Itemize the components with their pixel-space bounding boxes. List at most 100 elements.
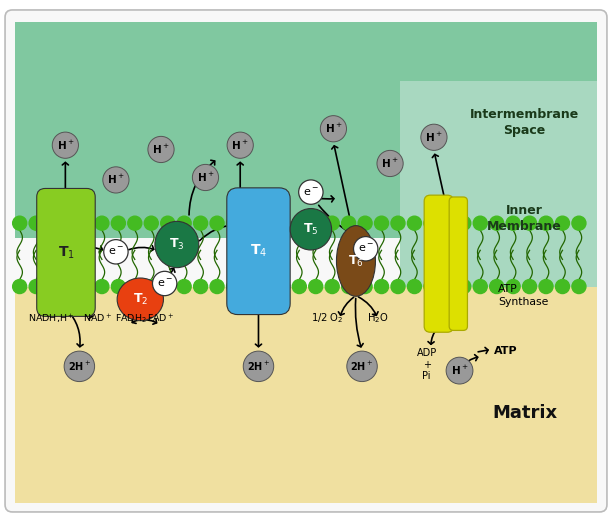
Circle shape [325, 279, 339, 294]
Circle shape [421, 124, 447, 150]
Text: e$^-$: e$^-$ [357, 243, 374, 254]
Text: T$_2$: T$_2$ [133, 292, 148, 307]
Ellipse shape [117, 278, 163, 320]
Text: FADH$_2$: FADH$_2$ [114, 313, 146, 325]
Text: H$^+$: H$^+$ [152, 143, 170, 156]
Text: H$^+$: H$^+$ [425, 131, 442, 144]
Circle shape [377, 150, 403, 176]
Ellipse shape [155, 221, 199, 268]
Circle shape [440, 216, 454, 230]
Circle shape [192, 164, 218, 191]
Circle shape [45, 279, 59, 294]
Text: e$^-$: e$^-$ [157, 278, 173, 289]
Circle shape [193, 279, 207, 294]
Circle shape [308, 216, 323, 230]
Circle shape [210, 279, 224, 294]
Circle shape [13, 279, 27, 294]
Circle shape [341, 216, 356, 230]
Circle shape [161, 279, 174, 294]
Text: T$_1$: T$_1$ [58, 244, 75, 261]
Circle shape [408, 216, 422, 230]
Circle shape [177, 216, 191, 230]
Circle shape [45, 216, 59, 230]
Circle shape [148, 136, 174, 163]
Circle shape [457, 216, 471, 230]
Text: e$^-$: e$^-$ [108, 246, 124, 257]
Circle shape [95, 216, 109, 230]
Circle shape [64, 351, 95, 382]
Text: ATP
Synthase: ATP Synthase [498, 285, 548, 307]
Text: T$_5$: T$_5$ [303, 222, 319, 237]
Circle shape [375, 216, 389, 230]
Circle shape [226, 216, 241, 230]
Text: H$^+$: H$^+$ [56, 139, 74, 152]
FancyBboxPatch shape [5, 10, 607, 512]
Circle shape [128, 279, 142, 294]
Circle shape [556, 279, 570, 294]
Circle shape [440, 279, 454, 294]
FancyBboxPatch shape [424, 195, 453, 332]
Circle shape [408, 279, 422, 294]
Circle shape [325, 216, 339, 230]
Text: ATP: ATP [494, 345, 517, 355]
Text: H$^+$: H$^+$ [196, 171, 214, 184]
Circle shape [341, 279, 356, 294]
Circle shape [556, 216, 570, 230]
Circle shape [276, 216, 290, 230]
FancyBboxPatch shape [37, 188, 95, 316]
Circle shape [375, 279, 389, 294]
Circle shape [144, 216, 159, 230]
Text: ADP
+
Pi: ADP + Pi [417, 348, 437, 381]
Circle shape [539, 216, 553, 230]
Circle shape [78, 279, 92, 294]
Circle shape [177, 279, 191, 294]
Circle shape [473, 216, 487, 230]
Circle shape [293, 279, 306, 294]
Circle shape [457, 279, 471, 294]
Text: 1/2 O$_2$: 1/2 O$_2$ [311, 312, 343, 325]
Circle shape [161, 216, 174, 230]
Circle shape [104, 240, 128, 264]
Circle shape [243, 351, 274, 382]
Text: H$^+$: H$^+$ [451, 364, 468, 377]
Ellipse shape [337, 225, 375, 296]
Text: H$^+$: H$^+$ [107, 173, 125, 186]
Circle shape [62, 279, 76, 294]
Circle shape [490, 216, 504, 230]
Circle shape [490, 279, 504, 294]
Circle shape [52, 132, 78, 158]
Circle shape [62, 216, 76, 230]
Circle shape [259, 279, 274, 294]
Circle shape [358, 216, 372, 230]
FancyBboxPatch shape [449, 197, 468, 331]
Circle shape [506, 216, 520, 230]
Circle shape [276, 279, 290, 294]
Circle shape [424, 216, 438, 230]
Circle shape [473, 279, 487, 294]
Text: Inner
Membrane: Inner Membrane [487, 204, 561, 233]
Circle shape [358, 279, 372, 294]
Circle shape [128, 216, 142, 230]
Text: H$^+$: H$^+$ [324, 122, 342, 135]
Text: 2H$^+$: 2H$^+$ [351, 360, 374, 373]
Circle shape [103, 167, 129, 193]
Circle shape [193, 216, 207, 230]
Text: H$_2$O: H$_2$O [367, 312, 389, 325]
Text: T$_6$: T$_6$ [348, 253, 364, 269]
Text: H$^+$: H$^+$ [381, 157, 399, 170]
Text: Intermembrane
Space: Intermembrane Space [469, 108, 579, 137]
Text: NADH,H$^+$: NADH,H$^+$ [28, 313, 75, 326]
Circle shape [111, 279, 125, 294]
Circle shape [152, 271, 177, 296]
Circle shape [243, 216, 257, 230]
Circle shape [391, 279, 405, 294]
Text: NAD$^+$: NAD$^+$ [83, 313, 112, 325]
Circle shape [347, 351, 377, 382]
Circle shape [293, 216, 306, 230]
Text: Matrix: Matrix [493, 404, 558, 422]
Circle shape [572, 216, 586, 230]
Circle shape [259, 216, 274, 230]
Circle shape [354, 237, 378, 261]
Circle shape [29, 216, 43, 230]
Circle shape [227, 132, 253, 158]
